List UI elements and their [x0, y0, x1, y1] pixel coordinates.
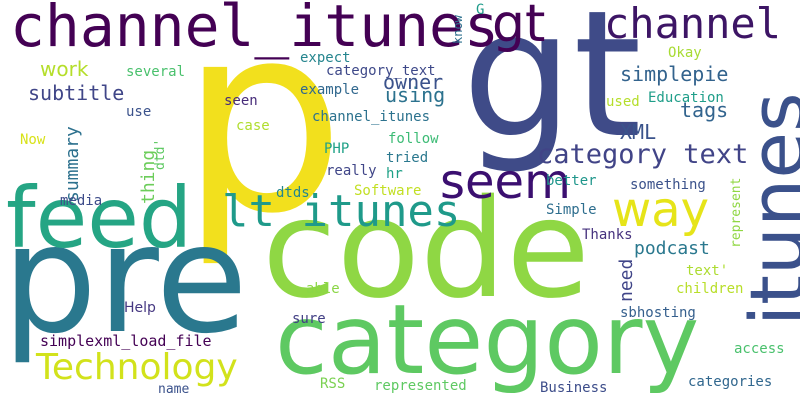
word-itunes-vertical: itunes	[733, 92, 800, 326]
word-access: access	[734, 341, 785, 357]
word-used: used	[606, 94, 640, 110]
word-rss: RSS	[320, 376, 346, 392]
word-sure: sure	[292, 311, 326, 327]
word-category-text: category text	[537, 139, 749, 170]
word-seem: seem	[440, 154, 571, 210]
word-p: p	[180, 0, 346, 271]
word-categories: categories	[688, 374, 773, 390]
word-dtd-vertical: dtd'	[153, 138, 168, 170]
word-lt-itunes: lt itunes	[222, 186, 461, 237]
word-channel-itunes-small: channel_itunes	[312, 109, 431, 125]
word-dtds: dtds	[276, 185, 310, 201]
word-tried: tried	[386, 150, 429, 166]
word-gt-large: gt	[462, 0, 642, 177]
word-help: Help	[124, 300, 156, 316]
word-channel-itunes-large: channel_itunes	[10, 0, 499, 60]
word-know-vertical: know	[451, 15, 465, 44]
word-use: use	[126, 104, 152, 120]
word-sbhosting: sbhosting	[620, 305, 696, 321]
word-simple: Simple	[546, 202, 597, 218]
word-example: example	[300, 82, 360, 98]
word-represent-vertical: represent	[729, 177, 744, 248]
word-now: Now	[20, 132, 46, 148]
word-business: Business	[540, 380, 608, 396]
word-really: really	[326, 163, 377, 179]
word-code: code	[262, 171, 590, 329]
word-feed: feed	[6, 169, 193, 267]
word-hr: hr	[386, 166, 403, 182]
word-technology: Technology	[36, 347, 238, 388]
word-education: Education	[648, 90, 724, 106]
word-gt: gt	[492, 0, 546, 54]
word-category: category	[275, 284, 700, 396]
word-case: case	[236, 118, 270, 134]
word-several: several	[126, 64, 186, 80]
word-php: PHP	[324, 141, 350, 157]
word-name: name	[158, 382, 190, 397]
word-able: able	[306, 281, 340, 297]
word-channel: channel	[604, 0, 782, 48]
word-thanks: Thanks	[582, 227, 633, 243]
word-text-quote: text'	[686, 263, 729, 279]
word-need-vertical: need	[616, 258, 637, 302]
word-way: way	[612, 182, 710, 238]
word-something: something	[630, 177, 706, 193]
word-podcast: podcast	[634, 238, 710, 259]
word-summary-vertical: summary	[62, 126, 83, 202]
word-expect: expect	[300, 50, 351, 66]
word-children: children	[676, 281, 744, 297]
word-represented: represented	[374, 378, 467, 394]
word-owner: owner	[383, 70, 444, 94]
word-follow: follow	[388, 131, 439, 147]
word-g: G	[476, 2, 485, 18]
word-simplepie: simplepie	[620, 62, 729, 86]
word-xml: XML	[620, 120, 657, 144]
word-media: media	[60, 193, 103, 209]
word-pre: pre	[2, 193, 248, 367]
word-okay: Okay	[668, 45, 702, 61]
word-subtitle: subtitle	[28, 81, 125, 105]
word-tags: tags	[680, 98, 729, 122]
word-simplexml-load-file: simplexml_load_file	[40, 332, 212, 350]
word-work: work	[40, 57, 89, 81]
word-software: Software	[354, 183, 422, 199]
word-using: using	[385, 83, 446, 107]
word-category-underscore-text: category_text	[326, 63, 436, 79]
word-better: better	[546, 173, 597, 189]
word-seen: seen	[224, 93, 258, 109]
